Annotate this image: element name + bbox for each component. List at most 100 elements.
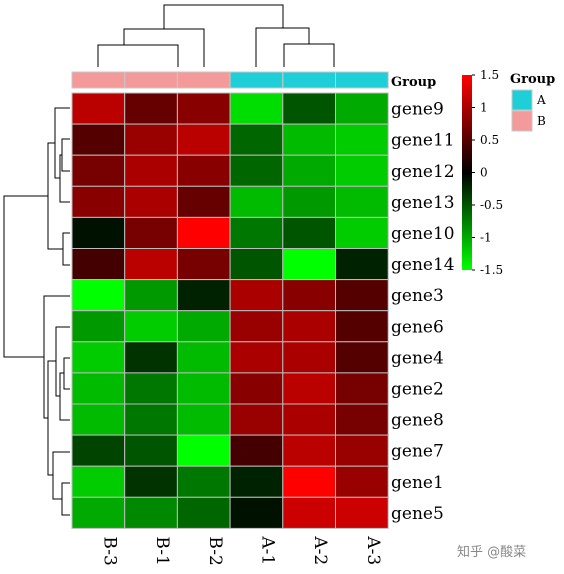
heatmap-cell-gene13-A-2 bbox=[282, 185, 336, 218]
heatmap-cell-gene6-A-2 bbox=[282, 310, 336, 343]
column-label-A-3: A-3 bbox=[363, 535, 383, 565]
column-label-A-1: A-1 bbox=[257, 535, 277, 565]
heatmap-cell-gene8-B-1 bbox=[124, 403, 178, 436]
heatmap-cell-gene2-B-2 bbox=[176, 372, 231, 405]
group-legend-label-A: A bbox=[536, 93, 546, 107]
heatmap-cell-gene8-B-2 bbox=[176, 403, 231, 436]
color-scale-tick-label: 0 bbox=[480, 166, 488, 180]
heatmap-cell-gene1-B-2 bbox=[176, 465, 231, 498]
heatmap-cell-gene5-B-1 bbox=[124, 496, 178, 529]
heatmap-cell-gene8-A-2 bbox=[282, 403, 336, 436]
heatmap-cell-gene3-A-2 bbox=[282, 279, 336, 312]
group-cell-A-3 bbox=[335, 71, 389, 89]
color-scale-bar bbox=[462, 75, 472, 270]
heatmap-cell-gene11-A-1 bbox=[229, 123, 284, 156]
heatmap-cell-gene10-B-1 bbox=[124, 216, 178, 249]
heatmap-cell-gene2-A-1 bbox=[229, 372, 284, 405]
heatmap-cell-gene3-B-3 bbox=[71, 279, 126, 312]
heatmap-cell-gene7-B-1 bbox=[124, 434, 178, 467]
column-labels: B-3 B-1 B-2 A-1 A-2 A-3 bbox=[99, 535, 383, 565]
row-label-gene2: gene2 bbox=[391, 379, 444, 399]
heatmap-cell-gene5-B-3 bbox=[71, 496, 126, 529]
heatmap-cell-gene5-B-2 bbox=[176, 496, 231, 529]
color-scale-legend: 1.5 1 0.5 0 -0.5 -1 -1.5 bbox=[462, 68, 503, 277]
heatmap-cell-gene2-B-1 bbox=[124, 372, 178, 405]
heatmap-cell-gene2-A-2 bbox=[282, 372, 336, 405]
heatmap-cell-gene13-A-1 bbox=[229, 185, 284, 218]
heatmap-cell-gene1-A-2 bbox=[282, 465, 336, 498]
heatmap-cell-gene10-A-1 bbox=[229, 216, 284, 249]
column-label-B-2: B-2 bbox=[205, 536, 225, 565]
heatmap-cell-gene9-A-3 bbox=[335, 92, 389, 125]
row-label-gene3: gene3 bbox=[391, 286, 444, 306]
heatmap-cell-gene1-A-3 bbox=[335, 465, 389, 498]
color-scale-tick-label: -1.5 bbox=[480, 263, 503, 277]
heatmap-cell-gene12-B-3 bbox=[71, 154, 126, 187]
group-cell-B-1 bbox=[124, 71, 178, 89]
row-label-gene10: gene10 bbox=[391, 224, 455, 244]
row-labels: gene9 gene11 gene12 gene13 gene10 gene14 gene3… bbox=[391, 100, 455, 524]
heatmap-cell-gene7-A-1 bbox=[229, 434, 284, 467]
group-legend-title: Group bbox=[510, 72, 555, 87]
color-scale-tick-label: -0.5 bbox=[480, 198, 503, 212]
heatmap-cell-gene14-A-2 bbox=[282, 248, 336, 281]
heatmap-cell-gene12-B-2 bbox=[176, 154, 231, 187]
column-label-A-2: A-2 bbox=[310, 535, 330, 565]
heatmap-cell-gene5-A-2 bbox=[282, 496, 336, 529]
group-cell-B-3 bbox=[71, 71, 126, 89]
heatmap-cell-gene10-A-3 bbox=[335, 216, 389, 249]
heatmap-cell-gene11-B-3 bbox=[71, 123, 126, 156]
watermark-text: 知乎 @酸菜 bbox=[457, 544, 526, 560]
heatmap-cell-gene6-B-3 bbox=[71, 310, 126, 343]
heatmap-cell-gene10-B-2 bbox=[176, 216, 231, 249]
row-label-gene9: gene9 bbox=[391, 100, 444, 120]
heatmap-cell-gene7-A-3 bbox=[335, 434, 389, 467]
group-cell-B-2 bbox=[176, 71, 231, 89]
column-label-B-1: B-1 bbox=[152, 536, 172, 565]
heatmap-cell-gene3-B-1 bbox=[124, 279, 178, 312]
heatmap-cell-gene8-A-1 bbox=[229, 403, 284, 436]
heatmap-cell-gene11-B-2 bbox=[176, 123, 231, 156]
column-dendrogram bbox=[97, 4, 335, 67]
group-cell-A-1 bbox=[229, 71, 284, 89]
heatmap-cell-gene11-B-1 bbox=[124, 123, 178, 156]
heatmap-cell-gene4-A-3 bbox=[335, 341, 389, 374]
heatmap-cell-gene8-B-3 bbox=[71, 403, 126, 436]
heatmap-cell-gene13-B-1 bbox=[124, 185, 178, 218]
heatmap-cell-gene11-A-3 bbox=[335, 123, 389, 156]
row-label-gene11: gene11 bbox=[391, 131, 455, 151]
heatmap-cell-gene14-A-1 bbox=[229, 248, 284, 281]
heatmap-cell-gene4-A-1 bbox=[229, 341, 284, 374]
heatmap-cell-gene14-A-3 bbox=[335, 248, 389, 281]
heatmap-cell-gene10-B-3 bbox=[71, 216, 126, 249]
heatmap-cell-gene4-B-3 bbox=[71, 341, 126, 374]
heatmap-cell-gene14-B-1 bbox=[124, 248, 178, 281]
row-label-gene8: gene8 bbox=[391, 411, 444, 431]
heatmap-cell-gene6-A-3 bbox=[335, 310, 389, 343]
row-label-gene13: gene13 bbox=[391, 193, 455, 213]
heatmap-cell-gene6-A-1 bbox=[229, 310, 284, 343]
heatmap-cell-gene3-B-2 bbox=[176, 279, 231, 312]
heatmap-cell-gene4-A-2 bbox=[282, 341, 336, 374]
group-legend-swatch-A bbox=[511, 89, 533, 111]
heatmap-cell-gene5-A-3 bbox=[335, 496, 389, 529]
color-scale-tick-label: -1 bbox=[480, 231, 492, 245]
row-label-gene7: gene7 bbox=[391, 442, 444, 462]
heatmap-cell-gene2-A-3 bbox=[335, 372, 389, 405]
color-scale-tick-label: 1 bbox=[480, 101, 488, 115]
heatmap-cell-gene12-B-1 bbox=[124, 154, 178, 187]
heatmap-cells bbox=[71, 92, 389, 529]
heatmap-cell-gene8-A-3 bbox=[335, 403, 389, 436]
heatmap-cell-gene13-B-2 bbox=[176, 185, 231, 218]
heatmap-cell-gene3-A-1 bbox=[229, 279, 284, 312]
row-label-gene12: gene12 bbox=[391, 162, 455, 182]
heatmap-cell-gene6-B-1 bbox=[124, 310, 178, 343]
heatmap-cell-gene7-B-3 bbox=[71, 434, 126, 467]
heatmap-cell-gene5-A-1 bbox=[229, 496, 284, 529]
heatmap-cell-gene4-B-1 bbox=[124, 341, 178, 374]
row-dendrogram bbox=[3, 107, 70, 516]
heatmap-cell-gene14-B-3 bbox=[71, 248, 126, 281]
heatmap-cell-gene9-A-2 bbox=[282, 92, 336, 125]
color-scale-tick-label: 1.5 bbox=[480, 68, 499, 82]
